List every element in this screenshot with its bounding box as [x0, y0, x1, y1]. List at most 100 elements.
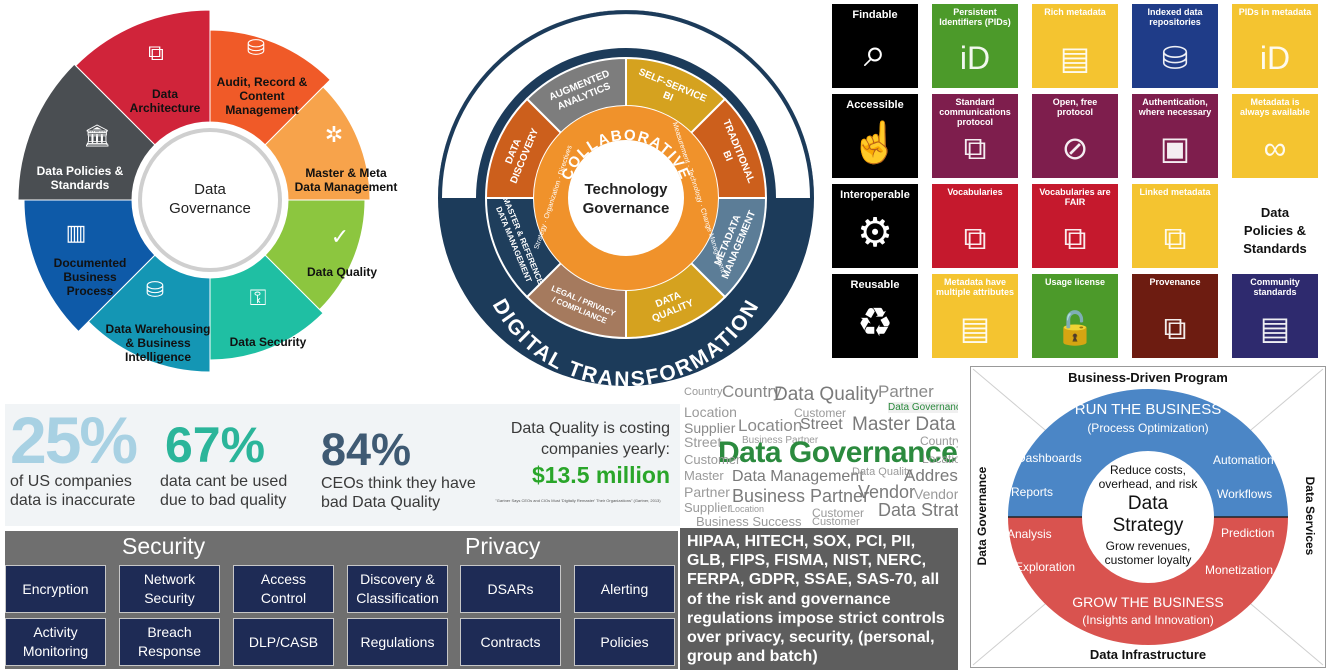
cloud-word: Master	[684, 468, 724, 483]
cloud-word: Vendor	[858, 482, 916, 502]
fair-head-interoperable: Interoperable ⚙	[832, 184, 918, 268]
wheel-segment-label: Intelligence	[125, 350, 191, 364]
wheel-segment-label: Process	[67, 284, 114, 298]
cloud-word: Business Success	[696, 514, 802, 527]
data-strategy-graphic	[972, 368, 1324, 666]
fair-tile: Authentication, where necessary ▣	[1132, 94, 1218, 178]
feature-box-discovery-classification: Discovery & Classification	[347, 565, 448, 613]
cloud-word: Customer	[794, 406, 847, 420]
fair-tile-icon: iD	[959, 40, 991, 76]
run-business-title: RUN THE BUSINESS	[1074, 401, 1222, 418]
fair-tile-icon: ⧉	[963, 220, 987, 256]
hierarchy-icon: ⧉	[148, 40, 164, 65]
network-nodes-icon: ✲	[325, 122, 343, 147]
grow-business-title: GROW THE BUSINESS	[1072, 594, 1224, 610]
cloud-word: Business Partner	[742, 435, 819, 446]
fair-tile-label: Authentication, where necessary	[1138, 97, 1212, 117]
wheel-segment-label: & Business	[125, 336, 191, 350]
cloud-word: Business Partner	[732, 486, 870, 506]
fair-tile: Vocabularies ⧉	[932, 184, 1018, 268]
cost-text: Data Quality is costing companies yearly…	[475, 418, 670, 460]
cloud-word: Data Quality	[774, 384, 879, 405]
capitol-icon: 🏛	[83, 123, 111, 148]
data-governance-side-label: Data Governance	[975, 466, 989, 566]
wheel-segment-label: Documented	[54, 256, 127, 270]
fair-tile-icon: ⧉	[1063, 220, 1087, 256]
wheel-segment-label: Standards	[51, 178, 110, 192]
fair-tile: Community standards ▤	[1232, 274, 1318, 358]
chart-check-icon: ✓	[331, 224, 349, 249]
monetization-label: Monetization	[1205, 563, 1274, 577]
cloud-word: Location	[684, 404, 737, 420]
center-bottom-line2: customer loyalty	[1104, 553, 1192, 567]
wheel-segment-label: Data	[152, 87, 178, 101]
wheel-segment-label: Data Warehousing	[106, 322, 211, 336]
fair-tile-label: Open, free protocol	[1052, 97, 1098, 117]
fair-tile-label: Linked metadata	[1139, 187, 1211, 197]
fair-tile-icon: 🔓	[1055, 310, 1095, 346]
automation-label: Automation	[1213, 453, 1274, 467]
policies-tile-line: Policies &	[1243, 223, 1307, 238]
fair-tile: Metadata have multiple attributes ▤	[932, 274, 1018, 358]
fair-head-findable: Findable ⌕	[832, 4, 918, 88]
fair-tile-label: Rich metadata	[1044, 7, 1106, 17]
wheel-center-line1: Data	[194, 181, 226, 198]
fair-tile-label: Standard communications protocol	[939, 97, 1011, 127]
wheel-segment-label: Data Management	[295, 180, 398, 194]
stat-25-caption1: of US companies	[10, 473, 132, 490]
center-top-line1: Reduce costs,	[1109, 463, 1187, 477]
fair-tile: Persistent Identifiers (PIDs) iD	[932, 4, 1018, 88]
gartner-footnote: "Gartner Says CEOs and CIOs Must 'Digita…	[495, 498, 661, 503]
fair-tile-label: Vocabularies	[947, 187, 1003, 197]
center-top-line2: overhead, and risk	[1098, 477, 1198, 491]
fair-tile-icon: ∞	[1263, 130, 1287, 166]
grow-business-sub: (Insights and Innovation)	[1082, 613, 1214, 627]
stat-84-caption1: CEOs think they have	[321, 475, 476, 492]
fair-tile-label: Persistent Identifiers (PIDs)	[939, 7, 1011, 27]
center-title-line2: Strategy	[1112, 515, 1184, 536]
cloud-word: Street	[800, 416, 843, 433]
fair-head-label: Interoperable	[840, 189, 910, 201]
fair-head-accessible: Accessible ☝	[832, 94, 918, 178]
policies-tile-line: Standards	[1243, 241, 1307, 256]
governance-wheel: Data Governance ⧉DataArchitecture⛁Audit,…	[17, 9, 398, 373]
stat-25-caption2: data is inaccurate	[10, 492, 136, 509]
regulations-text: HIPAA, HITECH, SOX, PCI, PII, GLB, FIPS,…	[680, 528, 958, 670]
strategy-core	[1082, 451, 1214, 583]
stat-84-caption2: bad Data Quality	[321, 494, 441, 511]
wheel-segment-label: Data Policies &	[37, 164, 124, 178]
insight-segment-label: BI	[661, 90, 675, 104]
database-laptop-icon: ⛁	[247, 35, 265, 60]
fair-head-reusable: Reusable ♻	[832, 274, 918, 358]
fair-head-label: Findable	[852, 9, 898, 21]
fair-tile: Rich metadata ▤	[1032, 4, 1118, 88]
feature-box-breach-response: Breach Response	[119, 618, 220, 666]
wheel-segment-label: Data Security	[230, 335, 307, 349]
cloud-word: Location	[730, 504, 765, 514]
wheel-segment-label: Content	[239, 89, 284, 103]
fair-tile: Indexed data repositories ⛁	[1132, 4, 1218, 88]
insight-segment-label: BI	[720, 149, 734, 163]
cloud-word: Supplier	[684, 500, 732, 515]
cloud-word: Partner	[684, 484, 730, 500]
cloud-word: Address	[904, 466, 958, 485]
fair-tile: PIDs in metadata iD	[1232, 4, 1318, 88]
bar-chart-icon: ▥	[66, 220, 87, 245]
cloud-word: Country	[920, 434, 958, 448]
word-cloud: Country Country Data Quality Partner Loc…	[682, 382, 958, 527]
cloud-word: Data Strategy	[878, 500, 958, 520]
policies-tile: Data Policies & Standards	[1232, 184, 1318, 268]
cloud-word: Country	[722, 382, 782, 401]
cloud-main-word: Data Governance	[718, 436, 958, 469]
wheel-segment-label: Management	[225, 103, 298, 117]
insights-ring: DATA-DRIVEN INSIGHTS DIGITAL TRANSFORMAT…	[438, 10, 814, 390]
fair-tile: Metadata is always available ∞	[1232, 94, 1318, 178]
gears-icon: ⚙	[857, 211, 893, 255]
cloud-word: Street	[684, 434, 722, 450]
feature-box-policies: Policies	[574, 618, 675, 666]
fair-tile-icon: ▤	[1059, 40, 1091, 76]
cloud-word: Supplier	[684, 420, 736, 436]
fair-tile: Standard communications protocol ⧉	[932, 94, 1018, 178]
feature-box-access-control: Access Control	[233, 565, 334, 613]
feature-box-dlp-casb: DLP/CASB	[233, 618, 334, 666]
